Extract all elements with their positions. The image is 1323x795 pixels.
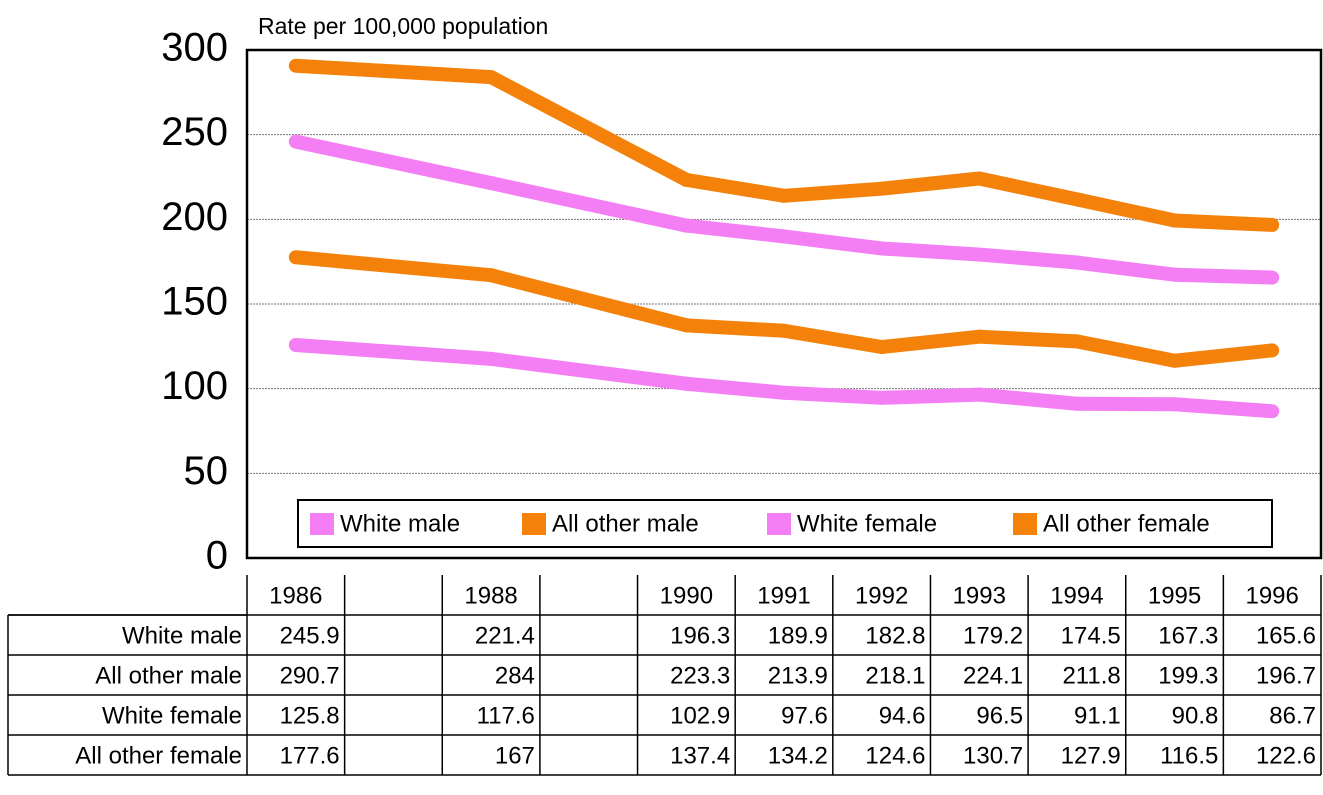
x-tick-label: 1994 bbox=[1050, 582, 1103, 609]
legend-swatch bbox=[522, 513, 546, 535]
x-tick-label: 1988 bbox=[464, 582, 517, 609]
series-line-segment bbox=[1167, 267, 1280, 285]
legend-swatch bbox=[767, 513, 791, 535]
table-value: 284 bbox=[495, 662, 535, 689]
y-tick-label: 100 bbox=[161, 364, 228, 408]
series-line-segment bbox=[972, 247, 1084, 270]
table-value: 211.8 bbox=[1062, 662, 1120, 689]
series-line-segment bbox=[972, 171, 1084, 207]
table-value: 223.3 bbox=[670, 662, 730, 689]
series-line-segment bbox=[1167, 343, 1280, 368]
x-tick-label: 1993 bbox=[953, 582, 1006, 609]
series-line-segment bbox=[972, 387, 1084, 411]
y-tick-label: 150 bbox=[161, 280, 228, 324]
table-value: 116.5 bbox=[1160, 742, 1218, 769]
y-tick-label: 50 bbox=[184, 449, 229, 493]
series-line-segment bbox=[484, 70, 694, 187]
series-line-segment bbox=[874, 171, 987, 196]
series-line-segment bbox=[1069, 255, 1182, 282]
x-tick-label: 1995 bbox=[1148, 582, 1201, 609]
y-tick-label: 250 bbox=[161, 110, 228, 154]
series-line-segment bbox=[777, 229, 889, 256]
series-line-segment bbox=[288, 58, 499, 85]
series-line-segment bbox=[777, 323, 889, 355]
series-line-segment bbox=[1069, 192, 1182, 228]
table-value: 90.8 bbox=[1172, 702, 1219, 729]
series-line-segment bbox=[288, 337, 499, 366]
table-value: 127.9 bbox=[1061, 742, 1121, 769]
table-value: 96.5 bbox=[976, 702, 1023, 729]
table-value: 167.3 bbox=[1158, 622, 1218, 649]
x-tick-label: 1986 bbox=[269, 582, 322, 609]
table-value: 130.7 bbox=[963, 742, 1023, 769]
series-line-segment bbox=[874, 387, 987, 405]
series-line-segment bbox=[679, 172, 791, 203]
legend-swatch bbox=[310, 513, 334, 535]
table-value: 221.4 bbox=[475, 622, 535, 649]
table-row-label: All other female bbox=[75, 742, 242, 769]
series-line-segment bbox=[1167, 213, 1280, 232]
series-line-segment bbox=[679, 376, 791, 400]
x-tick-label: 1990 bbox=[660, 582, 713, 609]
series-line-segment bbox=[484, 351, 694, 391]
series-line-segment bbox=[777, 385, 889, 405]
table-value: 189.9 bbox=[768, 622, 828, 649]
table-value: 124.6 bbox=[865, 742, 925, 769]
legend-label: All other male bbox=[552, 510, 699, 537]
y-tick-label: 300 bbox=[161, 26, 228, 70]
x-tick-label: 1991 bbox=[757, 582, 810, 609]
table-value: 177.6 bbox=[280, 742, 340, 769]
table-value: 94.6 bbox=[879, 702, 926, 729]
table-value: 91.1 bbox=[1074, 702, 1121, 729]
legend-label: White female bbox=[797, 510, 937, 537]
table-value: 224.1 bbox=[963, 662, 1023, 689]
series-line-segment bbox=[1069, 334, 1182, 368]
table-value: 199.3 bbox=[1158, 662, 1218, 689]
table-value: 213.9 bbox=[768, 662, 828, 689]
series-line-segment bbox=[288, 250, 499, 283]
y-tick-label: 0 bbox=[206, 534, 228, 578]
plot-frame bbox=[245, 48, 1323, 560]
x-tick-label: 1992 bbox=[855, 582, 908, 609]
table-value: 182.8 bbox=[865, 622, 925, 649]
series-line-segment bbox=[679, 318, 791, 338]
legend-label: White male bbox=[340, 510, 460, 537]
table-row-label: White female bbox=[102, 702, 242, 729]
table-value: 97.6 bbox=[781, 702, 828, 729]
table-value: 179.2 bbox=[963, 622, 1023, 649]
table-value: 174.5 bbox=[1061, 622, 1121, 649]
y-tick-label: 200 bbox=[161, 195, 228, 239]
table-value: 290.7 bbox=[280, 662, 340, 689]
table-value: 196.3 bbox=[670, 622, 730, 649]
series-line-segment bbox=[972, 329, 1084, 349]
table-value: 134.2 bbox=[768, 742, 828, 769]
table-value: 245.9 bbox=[280, 622, 340, 649]
table-value: 102.9 bbox=[670, 702, 730, 729]
series-line-segment bbox=[874, 329, 987, 355]
series-line-segment bbox=[288, 134, 499, 191]
series-line-segment bbox=[777, 181, 889, 203]
table-row-label: White male bbox=[122, 622, 242, 649]
series-line-segment bbox=[679, 218, 791, 244]
series-line-segment bbox=[1069, 396, 1182, 412]
legend-label: All other female bbox=[1043, 510, 1210, 537]
table-value: 196.7 bbox=[1256, 662, 1316, 689]
series-line-segment bbox=[874, 241, 987, 262]
x-tick-label: 1996 bbox=[1245, 582, 1298, 609]
series-line-segment bbox=[484, 176, 694, 233]
table-row-label: All other male bbox=[95, 662, 242, 689]
table-value: 165.6 bbox=[1256, 622, 1316, 649]
y-axis-label: Rate per 100,000 population bbox=[258, 13, 548, 39]
table-value: 86.7 bbox=[1269, 702, 1316, 729]
table-value: 117.6 bbox=[477, 702, 535, 729]
series-line-segment bbox=[484, 268, 694, 333]
table-value: 167 bbox=[495, 742, 535, 769]
legend-swatch bbox=[1013, 513, 1037, 535]
table-value: 218.1 bbox=[865, 662, 925, 689]
table-value: 122.6 bbox=[1256, 742, 1316, 769]
table-value: 137.4 bbox=[670, 742, 730, 769]
table-value: 125.8 bbox=[280, 702, 340, 729]
series-line-segment bbox=[1167, 397, 1280, 419]
